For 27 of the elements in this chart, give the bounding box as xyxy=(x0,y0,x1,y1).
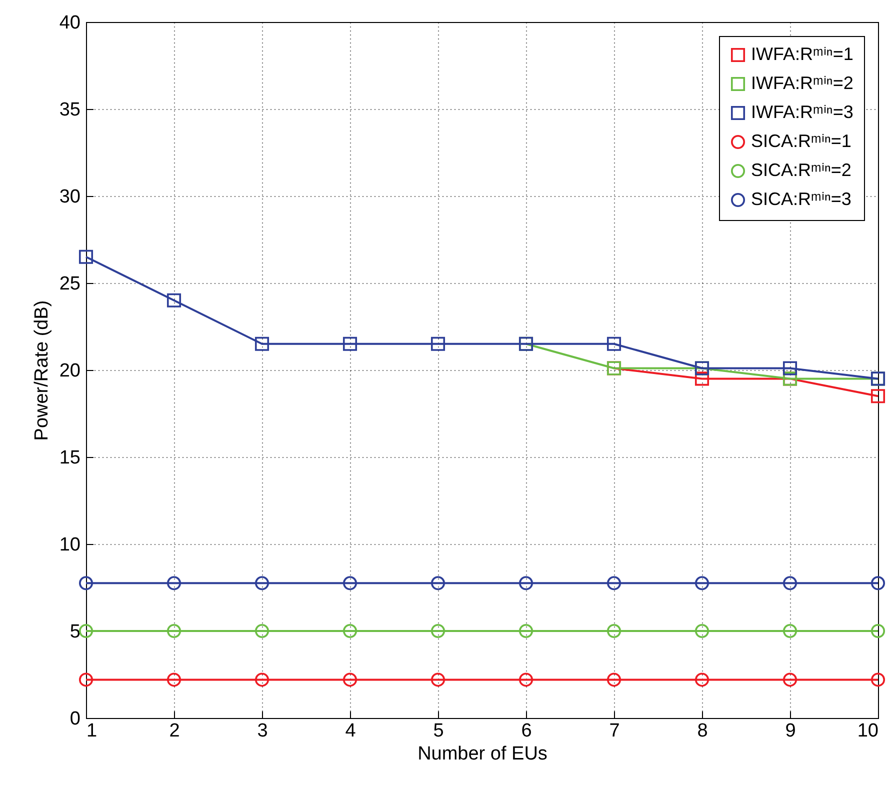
y-tick-label: 25 xyxy=(59,274,80,294)
x-axis-title: Number of EUs xyxy=(418,744,548,764)
legend-label: IWFA:Rᵐⁱⁿ=2 xyxy=(751,73,854,93)
x-tick-label: 5 xyxy=(433,720,444,742)
y-tick-label: 35 xyxy=(59,100,80,120)
x-tick-label: 3 xyxy=(257,720,268,742)
legend-label: IWFA:Rᵐⁱⁿ=3 xyxy=(751,102,854,122)
y-axis-title: Power/Rate (dB) xyxy=(31,300,52,441)
legend-label: SICA:Rᵐⁱⁿ=1 xyxy=(751,131,852,151)
x-tick-label: 4 xyxy=(345,720,356,742)
y-tick-label: 30 xyxy=(59,186,80,208)
x-tick-label: 1 xyxy=(86,720,98,742)
x-tick-label: 8 xyxy=(697,720,708,742)
legend-label: SICA:Rᵐⁱⁿ=2 xyxy=(751,160,852,180)
x-tick-label: 7 xyxy=(609,720,620,742)
y-tick-label: 0 xyxy=(70,708,80,730)
y-tick-label: 10 xyxy=(59,534,80,556)
y-tick-label: 15 xyxy=(59,448,80,468)
x-tick-label: 6 xyxy=(521,720,532,742)
y-tick-label: 20 xyxy=(59,360,80,382)
x-tick-label: 10 xyxy=(857,720,878,742)
legend-label: SICA:Rᵐⁱⁿ=3 xyxy=(751,189,852,209)
y-tick-label: 40 xyxy=(59,12,80,34)
x-tick-label: 9 xyxy=(785,720,796,742)
x-tick-label: 2 xyxy=(169,720,180,742)
legend-label: IWFA:Rᵐⁱⁿ=1 xyxy=(751,44,854,64)
y-tick-label: 5 xyxy=(70,622,80,642)
